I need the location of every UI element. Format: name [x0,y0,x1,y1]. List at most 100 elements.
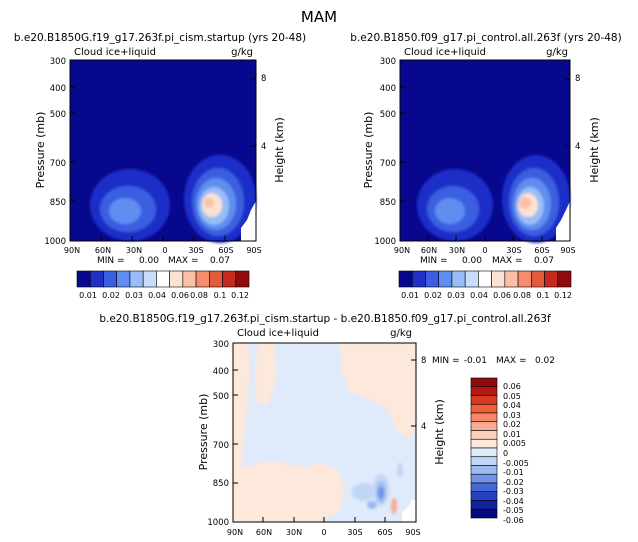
panel-3-ylabel-right: Height (km) [433,399,446,465]
panel-1-x-ticks: 90N 60N 30N 0 30S 60S 90S [64,236,262,255]
colorbar-label: 0.005 [503,439,526,448]
x-tick-label: 60S [377,528,392,537]
x-tick-label: 30S [506,246,521,255]
colorbar-swatch [470,447,498,458]
colorbar-label: 0.03 [447,291,465,300]
colorbar-label: 0.06 [503,382,521,391]
panel-1-max-label: MAX = [168,256,199,266]
colorbar-label: -0.01 [503,468,524,477]
panel-1: b.e20.B1850G.f19_g17.263f.pi_cism.startu… [14,32,306,300]
x-tick-label: 0 [162,246,167,255]
colorbar-label: 0.02 [424,291,442,300]
colorbar-label: 0.04 [470,291,488,300]
panel-1-min-value: 0.00 [139,256,159,266]
colorbar-swatch [411,270,426,288]
panel-3-max-value: 0.02 [535,356,555,366]
colorbar-swatch [491,270,506,288]
y-tick-label: 400 [50,84,66,94]
panel-2-colorbar [398,270,572,288]
colorbar-swatch [103,270,117,288]
colorbar-label: 0.05 [503,392,521,401]
colorbar-label: 0.02 [102,291,120,300]
colorbar-swatch [182,270,197,288]
panel-3-colorbar-labels: 0.06 0.05 0.04 0.03 0.02 0.01 0.005 0 -0… [503,382,529,525]
x-tick-label: 60S [534,246,549,255]
colorbar-swatch [425,270,439,288]
colorbar-label: 0.01 [401,291,419,300]
panel-3-title: b.e20.B1850G.f19_g17.263f.pi_cism.startu… [99,313,551,325]
y-tick-label: 1000 [207,518,229,528]
page-title: MAM [301,8,337,26]
colorbar-label: 0.03 [125,291,143,300]
colorbar-label: -0.005 [503,459,529,468]
y-tick-label: 700 [380,159,396,169]
colorbar-swatch [222,270,237,288]
y-tick-label: 400 [380,84,396,94]
panel-2: b.e20.B1850.f09_g17.pi_control.all.263f … [350,32,621,300]
x-tick-label: 90N [227,528,243,537]
colorbar-swatch [504,270,519,288]
x-tick-label: 90N [394,246,410,255]
y-tick-label: 400 [213,367,229,377]
colorbar-label: 0.06 [171,291,189,300]
panel-2-units: g/kg [546,47,568,58]
colorbar-swatch [470,395,498,405]
x-tick-label: 30N [126,246,142,255]
panel-3-plot-area [232,342,417,523]
panel-2-colorbar-labels: 0.01 0.02 0.03 0.04 0.06 0.08 0.1 0.12 [401,291,572,300]
colorbar-swatch [470,508,498,519]
colorbar-swatch [470,421,498,431]
colorbar-label: 0.04 [148,291,166,300]
y-tick-label: 1000 [374,237,396,247]
colorbar-label: 0.06 [493,291,511,300]
colorbar-swatch [235,270,250,288]
y-tick-label-right: 4 [261,142,266,152]
colorbar-label: 0 [503,449,508,458]
panel-3-min-value: -0.01 [464,356,487,366]
panel-3-ylabel: Pressure (mb) [197,394,210,471]
x-tick-label: 60N [421,246,437,255]
panel-3-colorbar [470,377,498,519]
panel-2-title: b.e20.B1850.f09_g17.pi_control.all.263f … [350,32,621,44]
colorbar-label: -0.02 [503,478,524,487]
y-tick-label: 300 [213,340,229,350]
y-tick-label-right: 8 [261,74,266,84]
x-tick-label: 0 [482,246,487,255]
colorbar-label: 0.12 [231,291,249,300]
panel-2-min-value: 0.00 [462,256,482,266]
colorbar-swatch [398,270,413,288]
panel-1-units: g/kg [231,47,253,58]
y-tick-label: 700 [213,441,229,451]
colorbar-swatch [470,377,498,388]
colorbar-swatch [470,465,498,475]
panel-3: b.e20.B1850G.f19_g17.263f.pi_cism.startu… [99,313,555,537]
panel-1-field-label: Cloud ice+liquid [74,47,156,58]
colorbar-swatch [76,270,91,288]
colorbar-swatch [470,386,498,396]
colorbar-swatch [478,270,492,288]
y-tick-label: 500 [380,110,396,120]
x-tick-label: 90S [405,528,420,537]
y-tick-label-right: 4 [421,422,426,432]
colorbar-swatch [557,270,572,288]
colorbar-swatch [517,270,532,288]
panel-1-min-label: MIN = [97,256,125,266]
colorbar-swatch [156,270,170,288]
y-tick-label-right: 8 [421,356,426,366]
panel-1-ylabel: Pressure (mb) [34,112,47,189]
panel-2-max-label: MAX = [492,256,523,266]
x-tick-label: 0 [321,528,326,537]
y-tick-label: 850 [213,479,229,489]
colorbar-label: 0.02 [503,420,521,429]
panel-1-plot-area [69,59,257,243]
colorbar-swatch [470,430,498,440]
colorbar-label: 0.03 [503,411,521,420]
colorbar-swatch [464,270,479,288]
colorbar-label: 0.08 [190,291,208,300]
x-tick-label: 30N [449,246,465,255]
y-tick-label: 500 [213,392,229,402]
panel-3-x-ticks: 90N 60N 30N 0 30S 60S 90S [227,517,421,537]
panel-2-x-ticks: 90N 60N 30N 0 30S 60S 90S [394,236,576,255]
panel-2-field-label: Cloud ice+liquid [404,47,486,58]
panel-2-y-ticks: 300 400 500 700 850 1000 [374,57,405,247]
